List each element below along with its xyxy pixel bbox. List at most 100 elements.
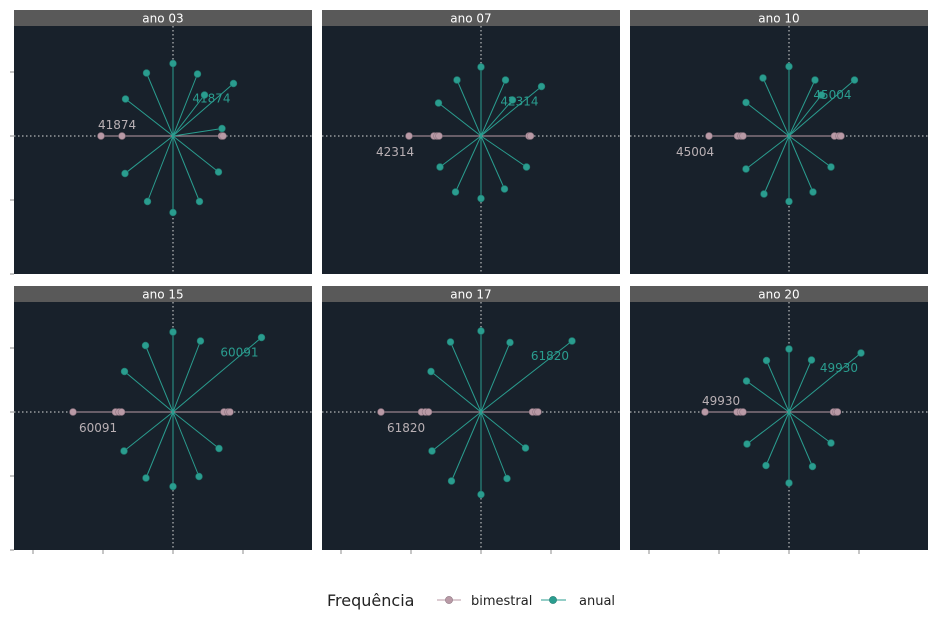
anual-segment bbox=[451, 411, 482, 482]
anual-point bbox=[568, 337, 576, 345]
anual-segment bbox=[765, 411, 790, 466]
anual-segment bbox=[480, 411, 526, 449]
anual-point bbox=[169, 482, 177, 491]
anual-segment bbox=[480, 135, 527, 168]
bimestral-point bbox=[705, 132, 713, 140]
anual-point bbox=[214, 168, 223, 176]
anual-point bbox=[762, 461, 770, 470]
anual-point bbox=[785, 345, 793, 353]
facet-strip-title: ano 10 bbox=[758, 12, 799, 26]
anual-point bbox=[169, 328, 177, 336]
panel-background bbox=[14, 26, 312, 274]
legend-item-anual: anual bbox=[541, 594, 615, 609]
anual-point bbox=[742, 377, 751, 385]
facet-strip-title: ano 17 bbox=[450, 288, 491, 302]
anual-max-label: 61820 bbox=[531, 349, 569, 363]
bimestral-point bbox=[435, 132, 443, 140]
facet-panel-1: ano 03 41874 41874 bbox=[10, 10, 312, 275]
bimestral-max-label: 61820 bbox=[387, 421, 425, 435]
anual-point bbox=[785, 197, 793, 206]
anual-segment bbox=[788, 94, 822, 137]
facet-panel-2: ano 07 42314 42314 bbox=[322, 10, 620, 274]
panel-background bbox=[630, 302, 928, 550]
anual-point bbox=[503, 474, 511, 483]
facet-panel-5: ano 17 61820 61820 bbox=[322, 286, 620, 554]
anual-segment bbox=[439, 135, 482, 168]
anual-point bbox=[169, 59, 177, 68]
anual-point bbox=[447, 477, 456, 485]
anual-point bbox=[477, 327, 485, 335]
anual-point bbox=[500, 185, 509, 193]
bimestral-max-label: 42314 bbox=[376, 145, 414, 159]
anual-segment bbox=[480, 340, 573, 413]
anual-point bbox=[809, 188, 817, 196]
bimestral-point bbox=[117, 408, 126, 416]
anual-max-label: 49930 bbox=[820, 361, 858, 375]
anual-segment bbox=[172, 135, 200, 202]
anual-segment bbox=[456, 79, 482, 137]
anual-segment bbox=[745, 135, 790, 170]
anual-segment bbox=[172, 411, 200, 477]
anual-point bbox=[785, 62, 793, 71]
anual-segment bbox=[172, 340, 201, 413]
panel-background bbox=[322, 302, 620, 550]
facet-strip-title: ano 07 bbox=[450, 12, 491, 26]
anual-segment bbox=[788, 79, 816, 137]
anual-segment bbox=[480, 99, 513, 137]
anual-point bbox=[428, 447, 436, 455]
bimestral-point bbox=[739, 132, 747, 140]
anual-segment bbox=[480, 86, 542, 137]
anual-max-label: 41874 bbox=[192, 92, 230, 106]
anual-point bbox=[121, 95, 130, 103]
anual-point bbox=[436, 163, 444, 171]
anual-segment bbox=[745, 102, 790, 137]
anual-point bbox=[762, 356, 771, 365]
anual-max-label: 60091 bbox=[220, 346, 258, 360]
anual-point bbox=[120, 447, 128, 455]
anual-segment bbox=[124, 135, 174, 174]
anual-point bbox=[195, 197, 204, 206]
anual-point bbox=[811, 76, 819, 84]
anual-segment bbox=[766, 360, 790, 413]
anual-segment bbox=[746, 380, 790, 413]
anual-point bbox=[120, 367, 129, 376]
anual-segment bbox=[788, 135, 814, 193]
anual-point bbox=[229, 79, 238, 88]
bimestral-point bbox=[833, 408, 842, 416]
legend-title: Frequência bbox=[327, 591, 414, 610]
anual-segment bbox=[145, 345, 174, 413]
anual-max-label: 45004 bbox=[813, 88, 851, 102]
bimestral-point bbox=[69, 408, 77, 416]
facet-strip bbox=[630, 286, 928, 302]
facet-strip bbox=[14, 10, 312, 26]
bimestral-point bbox=[837, 132, 845, 140]
anual-segment bbox=[480, 342, 511, 413]
anual-point bbox=[477, 194, 485, 203]
anual-point bbox=[142, 69, 151, 77]
bimestral-point bbox=[424, 408, 433, 416]
anual-point bbox=[477, 63, 485, 71]
anual-point bbox=[215, 444, 223, 453]
anual-point bbox=[742, 165, 750, 173]
anual-point bbox=[850, 76, 859, 84]
bimestral-point bbox=[739, 408, 747, 416]
facet-strip-title: ano 20 bbox=[758, 288, 799, 302]
facet-panel-6: ano 20 49930 49930 bbox=[630, 286, 928, 554]
bimestral-max-label: 45004 bbox=[676, 145, 714, 159]
anual-point bbox=[427, 367, 435, 376]
anual-point bbox=[508, 96, 517, 104]
facet-strip-title: ano 15 bbox=[142, 288, 183, 302]
anual-segment bbox=[172, 94, 205, 137]
panel-background bbox=[630, 26, 928, 274]
anual-point bbox=[193, 70, 202, 78]
anual-segment bbox=[172, 83, 234, 137]
anual-segment bbox=[746, 411, 790, 445]
legend-bimestral-label: bimestral bbox=[471, 594, 532, 609]
anual-segment bbox=[172, 73, 198, 137]
bimestral-point bbox=[219, 132, 227, 140]
bimestral-point bbox=[97, 132, 105, 140]
anual-segment bbox=[430, 371, 482, 413]
bimestral-point bbox=[118, 132, 126, 140]
bimestral-max-label: 41874 bbox=[98, 118, 136, 132]
facet-strip-title: ano 03 bbox=[142, 12, 183, 26]
